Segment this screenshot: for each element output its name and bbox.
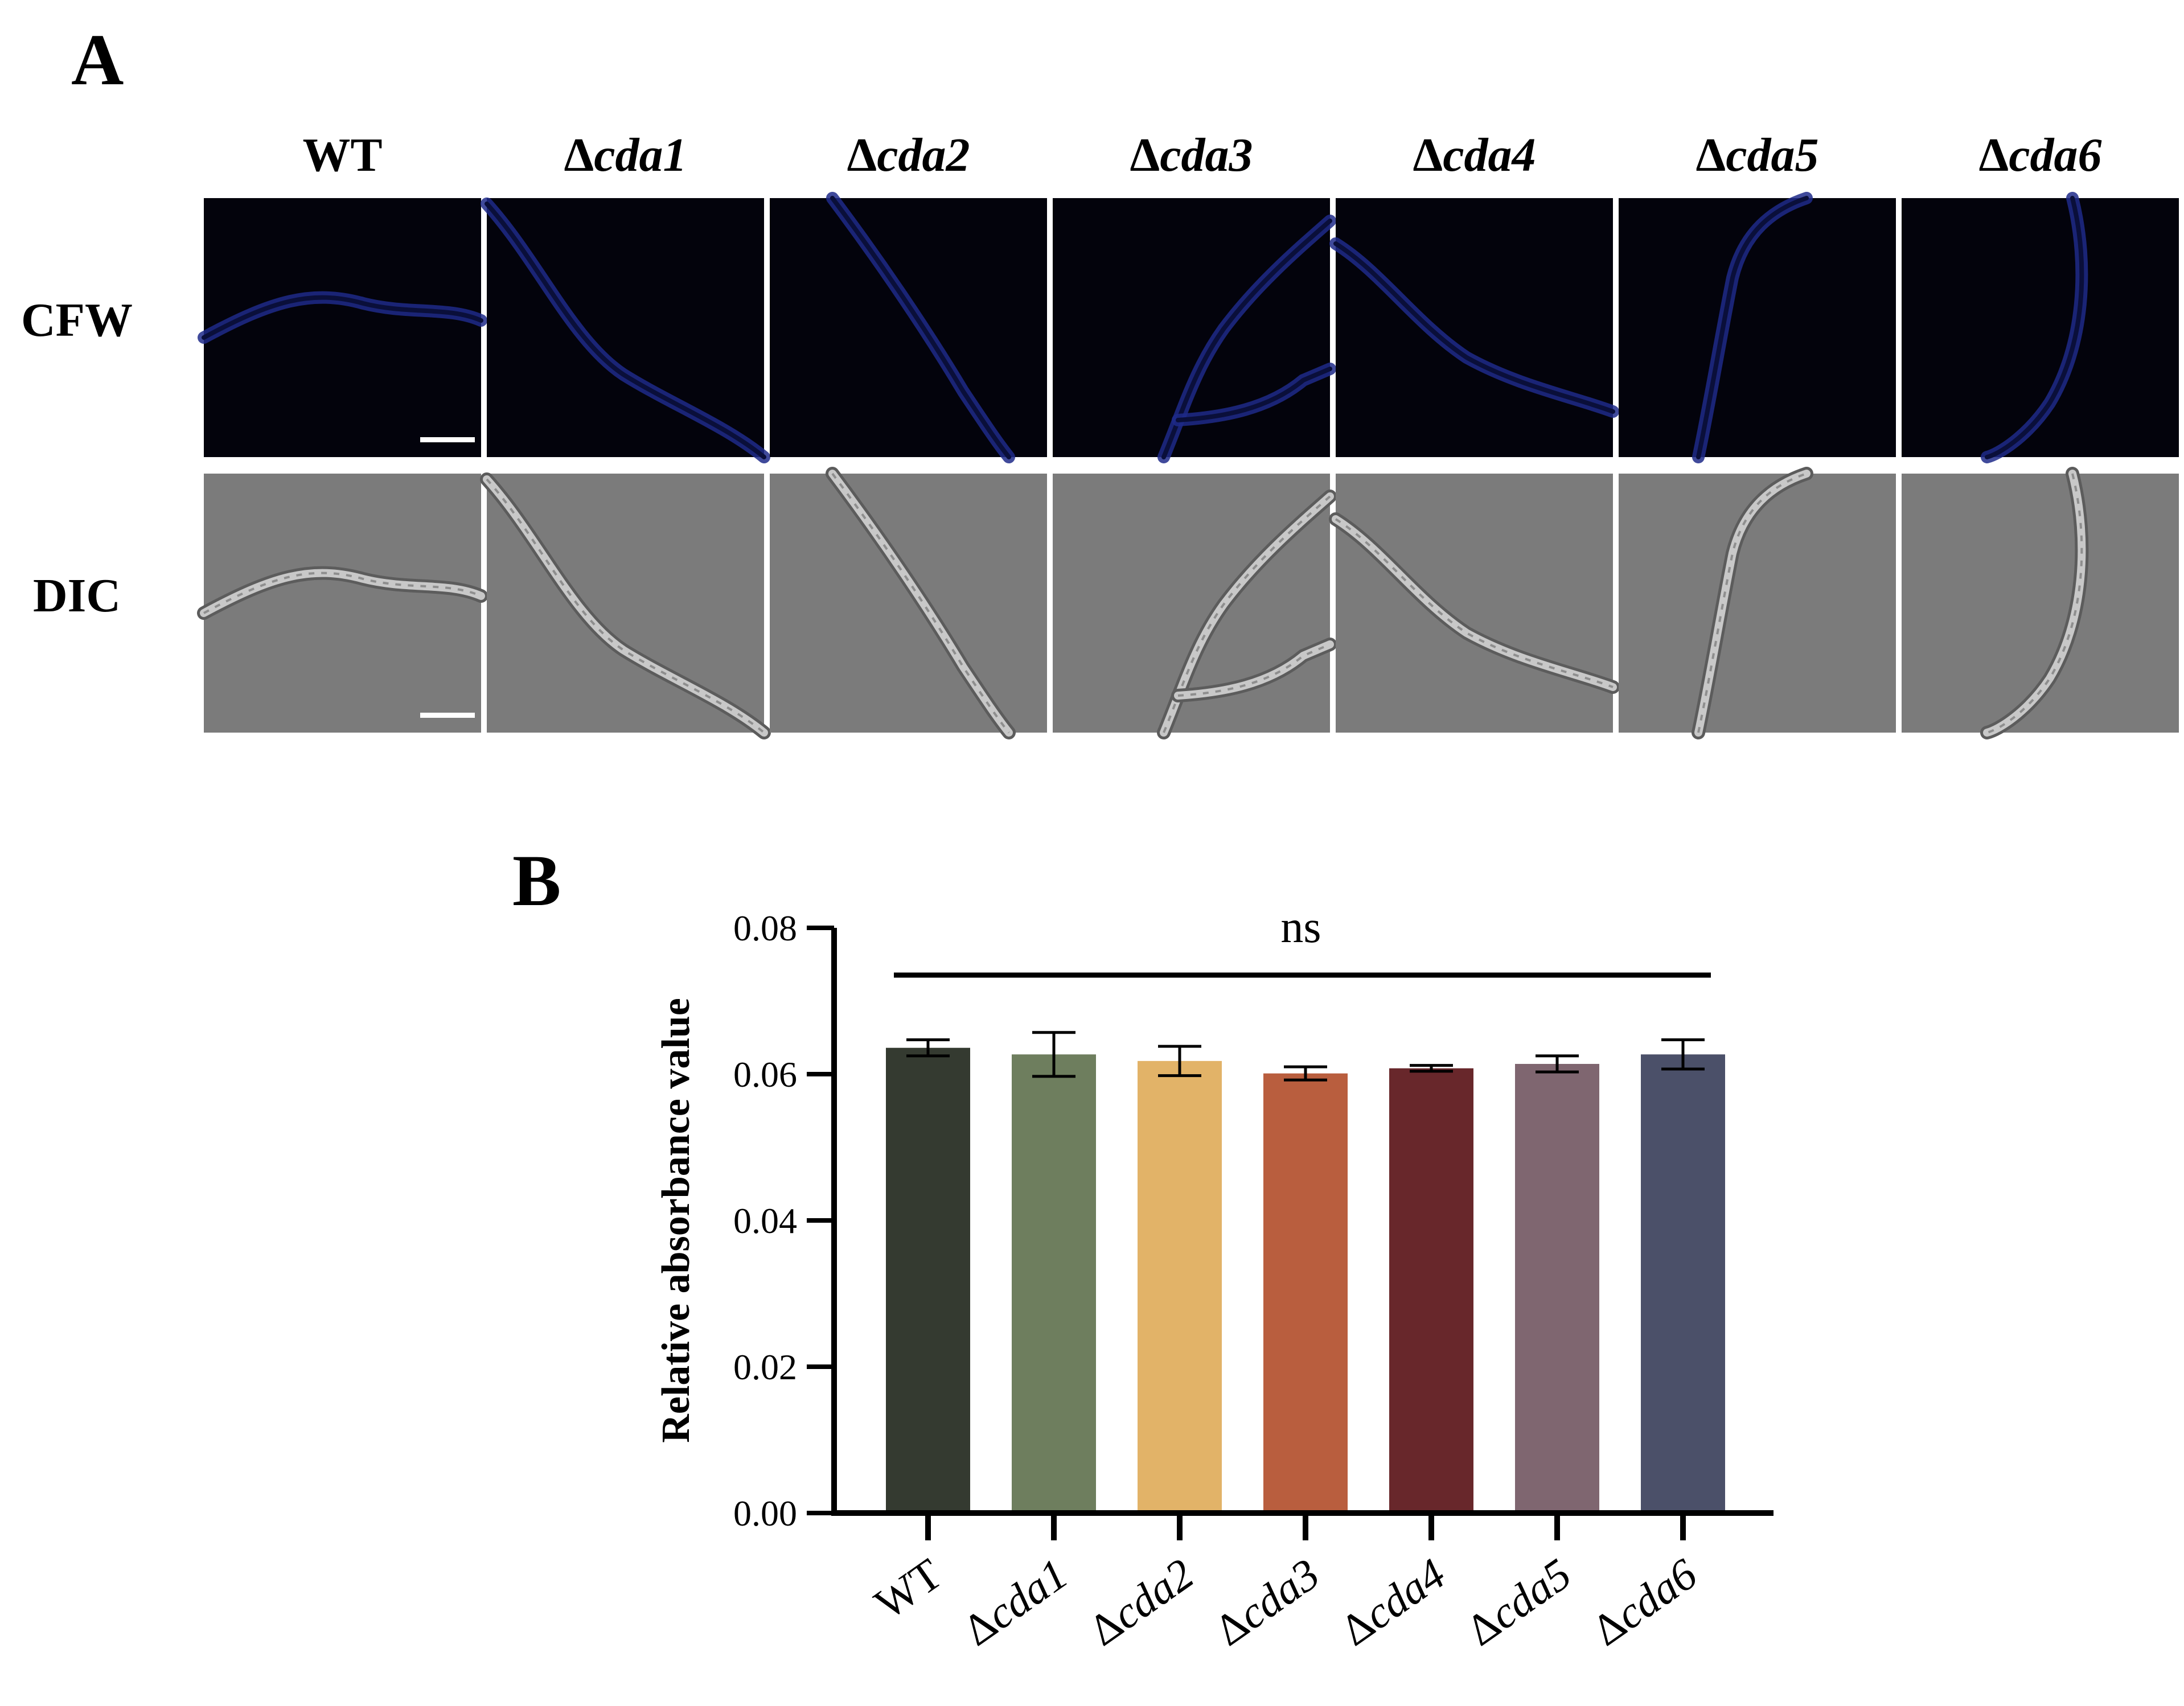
micrograph-dic-cda4 xyxy=(1329,474,1620,733)
y-tick-label: 0.08 xyxy=(733,908,797,948)
error-bar-delta-cda1 xyxy=(1032,1031,1075,1078)
micrograph-column-label-cda2: Δcda2 xyxy=(847,129,970,182)
error-bar-delta-cda6 xyxy=(1661,1038,1705,1071)
micrograph-column-label-cda1: Δcda1 xyxy=(564,129,687,182)
error-bar-delta-cda2 xyxy=(1158,1045,1201,1078)
micrograph-column-label-cda6: Δcda6 xyxy=(1979,129,2102,182)
x-tick-label-wt: WT xyxy=(866,1549,951,1629)
micrograph-column-label-WT: WT xyxy=(302,129,382,182)
micrograph-column-label-cda5: Δcda5 xyxy=(1696,129,1819,182)
y-tick-label: 0.06 xyxy=(733,1054,797,1095)
x-tick-label-delta-cda5: Δcda5 xyxy=(1458,1549,1580,1655)
bar-wt xyxy=(886,1047,970,1513)
bar-delta-cda6 xyxy=(1641,1054,1725,1513)
bar-delta-cda4 xyxy=(1389,1068,1473,1513)
micrograph-row-label-cfw: CFW xyxy=(21,294,133,347)
x-tick-label-delta-cda4: Δcda4 xyxy=(1332,1549,1454,1655)
micrograph-cfw-cda4 xyxy=(1329,198,1619,457)
micrograph-dic-WT xyxy=(197,474,488,733)
bar-delta-cda3 xyxy=(1263,1073,1348,1513)
x-tick-label-delta-cda2: Δcda2 xyxy=(1080,1549,1202,1655)
panel-b-letter: B xyxy=(512,840,561,921)
micrograph-cfw-cda6 xyxy=(1902,192,2179,463)
error-bar-delta-cda4 xyxy=(1410,1064,1453,1073)
micrograph-dic-cda6 xyxy=(1902,467,2179,739)
bar-chart: WT Δcda1 Δcda2 Δcda3 Δcda4 Δcda5 Δcda6 0.00 0.02… xyxy=(654,902,1774,1655)
micrograph-column-label-cda4: Δcda4 xyxy=(1413,129,1536,182)
scale-bar xyxy=(420,713,475,718)
micrograph-cfw-WT xyxy=(198,198,487,457)
micrograph-row-label-dic: DIC xyxy=(33,569,121,622)
micrograph-cfw-cda2 xyxy=(770,192,1047,463)
bar-delta-cda1 xyxy=(1012,1054,1096,1513)
x-tick-label-delta-cda3: Δcda3 xyxy=(1206,1549,1328,1655)
micrograph-grid: WT Δcda1 Δcda2 Δcda3 Δcda4 Δcda5 Δcda6 CFW DIC xyxy=(21,129,2179,739)
significance-label: ns xyxy=(1280,902,1321,952)
micrograph-dic-cda1 xyxy=(480,472,771,739)
x-tick-label-delta-cda6: Δcda6 xyxy=(1583,1549,1706,1655)
scale-bar xyxy=(420,437,475,442)
micrograph-cfw-cda5 xyxy=(1619,192,1896,463)
error-bar-delta-cda3 xyxy=(1284,1065,1327,1082)
x-tick-label-delta-cda1: Δcda1 xyxy=(954,1549,1077,1655)
micrograph-cfw-cda3 xyxy=(1053,198,1336,463)
micrograph-cfw-cda1 xyxy=(481,198,770,463)
y-tick-label: 0.02 xyxy=(733,1347,797,1387)
micrograph-dic-cda3 xyxy=(1053,474,1337,739)
bar-delta-cda2 xyxy=(1138,1060,1222,1513)
panel-a-letter: A xyxy=(71,19,124,100)
error-bar-delta-cda5 xyxy=(1536,1054,1579,1074)
micrograph-column-label-cda3: Δcda3 xyxy=(1130,129,1253,182)
y-axis-label: Relative absorbance value xyxy=(654,998,698,1443)
y-tick-label: 0.04 xyxy=(733,1201,797,1241)
error-bar-wt xyxy=(906,1038,950,1058)
micrograph-dic-cda5 xyxy=(1619,467,1896,739)
y-tick-label: 0.00 xyxy=(733,1493,797,1534)
micrograph-dic-cda2 xyxy=(770,467,1047,739)
bar-delta-cda5 xyxy=(1515,1064,1599,1513)
